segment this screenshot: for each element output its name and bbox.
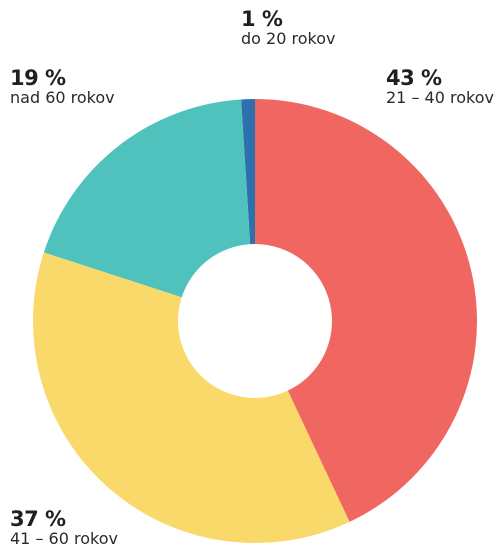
slice-label-41-60: 37 % 41 – 60 rokov xyxy=(10,509,118,547)
slice-category-21-40: 21 – 40 rokov xyxy=(386,88,494,107)
slice-over-60 xyxy=(43,99,251,298)
slice-label-21-40: 43 % 21 – 40 rokov xyxy=(386,68,494,106)
slice-label-under-20: 1 % do 20 rokov xyxy=(241,9,335,47)
slice-percent-over-60: 19 % xyxy=(10,66,66,90)
slice-category-under-20: do 20 rokov xyxy=(241,29,336,48)
slice-41-60 xyxy=(33,252,350,543)
slice-category-41-60: 41 – 60 rokov xyxy=(10,529,118,548)
slice-percent-under-20: 1 % xyxy=(241,7,283,31)
slice-category-over-60: nad 60 rokov xyxy=(10,88,115,107)
slice-21-40 xyxy=(255,99,477,522)
slice-under-20 xyxy=(241,99,255,245)
slice-percent-41-60: 37 % xyxy=(10,507,66,531)
slice-label-over-60: 19 % nad 60 rokov xyxy=(10,68,115,106)
slice-percent-21-40: 43 % xyxy=(386,66,442,90)
donut-slices xyxy=(33,99,477,543)
